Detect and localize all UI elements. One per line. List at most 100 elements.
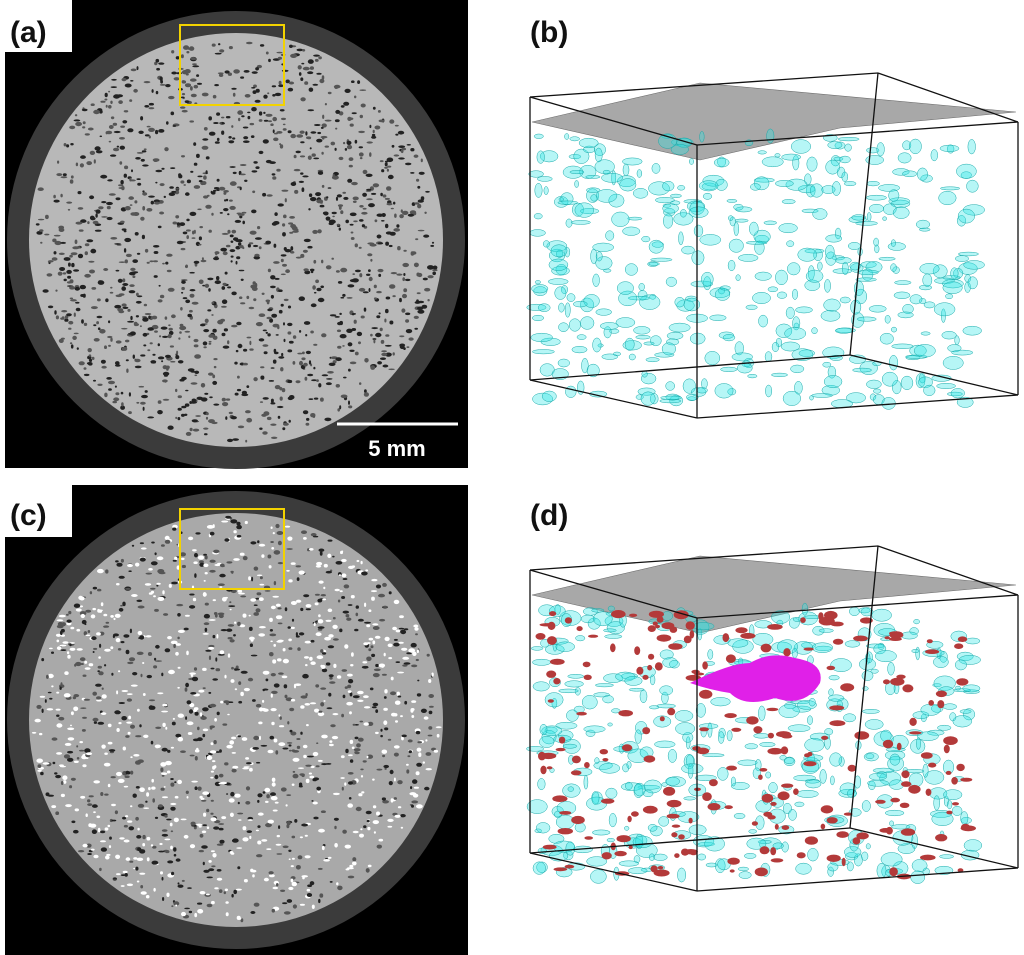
- pore: [818, 628, 834, 633]
- grain: [60, 793, 65, 798]
- grain: [136, 178, 141, 181]
- pore: [726, 730, 733, 742]
- grain: [423, 234, 430, 238]
- grain: [115, 340, 122, 344]
- grain: [142, 693, 146, 696]
- grain: [283, 214, 287, 219]
- grain: [243, 766, 250, 768]
- grain: [73, 332, 79, 335]
- grain: [281, 69, 289, 72]
- grain: [177, 686, 180, 689]
- grain: [216, 634, 219, 639]
- pore: [753, 177, 775, 183]
- pore: [782, 390, 801, 406]
- grain: [253, 377, 258, 382]
- grain: [339, 590, 343, 593]
- grain: [165, 354, 171, 358]
- grain: [59, 267, 66, 271]
- grain: [230, 679, 235, 683]
- grain: [298, 570, 305, 575]
- grain: [344, 88, 351, 93]
- pore: [834, 227, 842, 240]
- grain: [239, 624, 246, 628]
- grain: [82, 121, 86, 125]
- grain: [307, 245, 313, 249]
- grain: [221, 116, 225, 119]
- grain: [320, 397, 324, 402]
- grain: [203, 580, 206, 582]
- grain: [246, 41, 253, 45]
- grain: [376, 213, 384, 217]
- pore: [746, 837, 767, 850]
- grain: [345, 614, 350, 618]
- grain: [332, 360, 337, 364]
- grain: [58, 338, 64, 343]
- grain: [69, 647, 76, 651]
- grain: [273, 348, 277, 353]
- grain: [203, 175, 207, 180]
- grain: [184, 83, 192, 88]
- grain: [323, 586, 326, 590]
- grain: [80, 613, 86, 619]
- grain: [114, 613, 121, 618]
- grain: [262, 192, 267, 197]
- grain: [132, 275, 136, 279]
- pore: [654, 740, 676, 748]
- grain: [321, 374, 329, 377]
- grain: [270, 275, 276, 280]
- grain: [344, 148, 348, 151]
- grain: [187, 887, 192, 889]
- grain: [228, 798, 235, 803]
- grain: [406, 652, 412, 655]
- pore: [593, 143, 606, 156]
- grain: [166, 770, 171, 774]
- grain: [287, 536, 293, 541]
- grain: [236, 524, 242, 530]
- pore: [647, 824, 658, 832]
- grain: [165, 365, 170, 370]
- grain: [380, 728, 383, 732]
- grain: [406, 144, 411, 146]
- grain: [98, 656, 101, 659]
- grain: [372, 820, 379, 825]
- grain: [267, 554, 272, 559]
- pore: [795, 862, 812, 875]
- pore: [823, 298, 841, 312]
- grain: [88, 849, 93, 853]
- grain: [123, 248, 127, 253]
- grain: [179, 222, 186, 227]
- grain: [292, 757, 300, 762]
- grain: [270, 398, 274, 403]
- grain: [75, 307, 81, 312]
- pore: [728, 215, 734, 221]
- grain: [189, 120, 194, 123]
- grain: [100, 359, 106, 364]
- pore: [549, 248, 566, 263]
- grain: [228, 136, 232, 139]
- grain: [227, 229, 231, 234]
- grain: [227, 438, 233, 443]
- grain: [347, 342, 353, 347]
- ct-slice-c: [7, 491, 465, 949]
- grain: [301, 187, 305, 192]
- grain: [188, 709, 194, 714]
- pore: [730, 782, 750, 790]
- grain: [128, 411, 132, 415]
- pore: [937, 724, 952, 731]
- grain: [352, 861, 357, 866]
- grain: [299, 155, 306, 158]
- grain: [39, 229, 44, 232]
- pore: [663, 213, 674, 229]
- grain: [217, 583, 225, 586]
- grain: [208, 691, 212, 694]
- grain: [290, 133, 297, 139]
- grain: [156, 582, 161, 585]
- grain: [248, 242, 254, 245]
- grain: [150, 844, 154, 847]
- grain: [235, 665, 239, 669]
- grain: [349, 279, 357, 283]
- phase: [843, 812, 853, 816]
- grain: [158, 804, 163, 808]
- grain: [47, 305, 54, 309]
- grain: [285, 79, 290, 84]
